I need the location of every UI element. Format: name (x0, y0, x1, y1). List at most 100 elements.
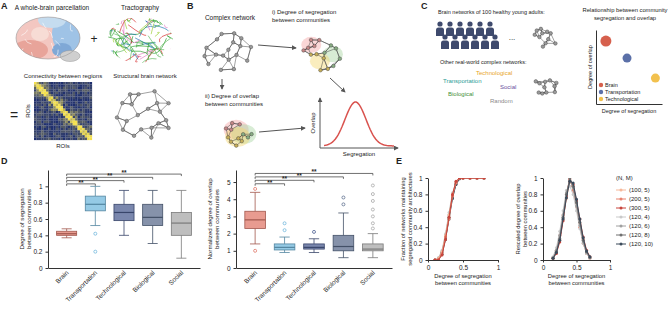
edge (206, 39, 217, 47)
whisker-cap (176, 258, 186, 259)
fiber (114, 34, 126, 45)
fiber (151, 23, 154, 34)
matrix-cell (53, 87, 56, 90)
tick-mark (234, 182, 237, 183)
matrix-cell (87, 92, 90, 95)
node (128, 93, 132, 97)
matrix-cell (53, 101, 56, 104)
matrix-cell (49, 118, 52, 121)
point (451, 193, 454, 196)
complex-network (203, 32, 253, 72)
node (227, 48, 231, 52)
node (164, 118, 168, 122)
matrix-cell (75, 111, 78, 114)
tick: 0.8 (413, 191, 428, 198)
matrix-cell (85, 99, 88, 102)
matrix-cell (44, 121, 47, 124)
fiber (147, 43, 149, 54)
matrix-cell (73, 109, 76, 112)
matrix-cell (87, 84, 90, 87)
matrix-cell (58, 116, 61, 119)
matrix-cell (63, 101, 66, 104)
fiber (148, 36, 158, 49)
matrix-cell (41, 133, 44, 136)
outlier (283, 229, 286, 232)
matrix-cell (70, 135, 73, 138)
matrix-cell (51, 130, 54, 133)
point (483, 178, 486, 180)
axis-title: between communities (548, 280, 604, 286)
point (552, 257, 555, 260)
brain-network-icon (533, 27, 557, 48)
matrix-cell (68, 87, 71, 90)
point (441, 254, 444, 257)
label: Tractography (121, 4, 160, 12)
matrix-cell (41, 99, 44, 102)
fiber (170, 26, 178, 31)
matrix-cell (58, 128, 61, 131)
node (538, 35, 542, 39)
tick-mark (426, 178, 429, 179)
matrix-cell (53, 89, 56, 92)
series-line (435, 178, 484, 260)
matrix-cell (63, 116, 66, 119)
matrix-cell (85, 121, 88, 124)
matrix-cell (75, 128, 78, 131)
legend-swatch (599, 90, 603, 94)
matrix-cell (58, 92, 61, 95)
tick-mark (46, 252, 49, 253)
matrix-cell (56, 118, 59, 121)
person-icon (441, 34, 449, 49)
matrix-cell (90, 109, 93, 112)
matrix-cell (56, 128, 59, 131)
tick-mark (541, 227, 544, 228)
matrix-cell (41, 97, 44, 100)
matrix-cell (80, 121, 83, 124)
tick-mark (234, 216, 237, 217)
tick: 2 (227, 230, 236, 237)
matrix-cell (87, 89, 90, 92)
matrix-cell (51, 128, 54, 131)
point (462, 178, 465, 180)
matrix-cell (58, 99, 61, 102)
matrix-cell (53, 128, 56, 131)
tick-label: Technological (94, 269, 128, 303)
whisker-cap (279, 252, 289, 253)
matrix-cell (46, 89, 49, 92)
fiber (97, 51, 113, 52)
legend-swatch (599, 97, 603, 101)
matrix-cell (85, 106, 88, 109)
matrix-cell (63, 82, 66, 85)
matrix-cell (51, 111, 54, 114)
legend-swatch (616, 190, 626, 191)
fiber (89, 16, 109, 31)
label: A whole-brain parcellation (15, 4, 90, 12)
matrix-cell (90, 99, 93, 102)
panel-label: A (1, 1, 8, 11)
matrix-cell (78, 130, 81, 133)
matrix-cell (85, 92, 88, 95)
overlap-network (224, 120, 257, 148)
point (585, 249, 588, 252)
significance: ******** (67, 169, 182, 186)
node (545, 30, 549, 34)
point (588, 255, 591, 258)
matrix-cell (68, 94, 71, 97)
node (203, 54, 207, 58)
matrix-cell (85, 138, 88, 141)
matrix-cell (82, 133, 85, 136)
person-body (436, 28, 444, 37)
matrix-cell (51, 104, 54, 107)
matrix-cell (73, 104, 76, 107)
median (85, 204, 105, 205)
tick-label: 0.4 (528, 224, 537, 231)
matrix-cell (82, 99, 85, 102)
matrix-cell (49, 126, 52, 129)
point (476, 178, 479, 180)
person-body (481, 41, 489, 50)
node (219, 68, 223, 72)
matrix-cell (39, 84, 42, 87)
matrix-cell (36, 101, 39, 104)
axis-title: Degree of segregation (434, 273, 491, 279)
community (310, 53, 330, 69)
